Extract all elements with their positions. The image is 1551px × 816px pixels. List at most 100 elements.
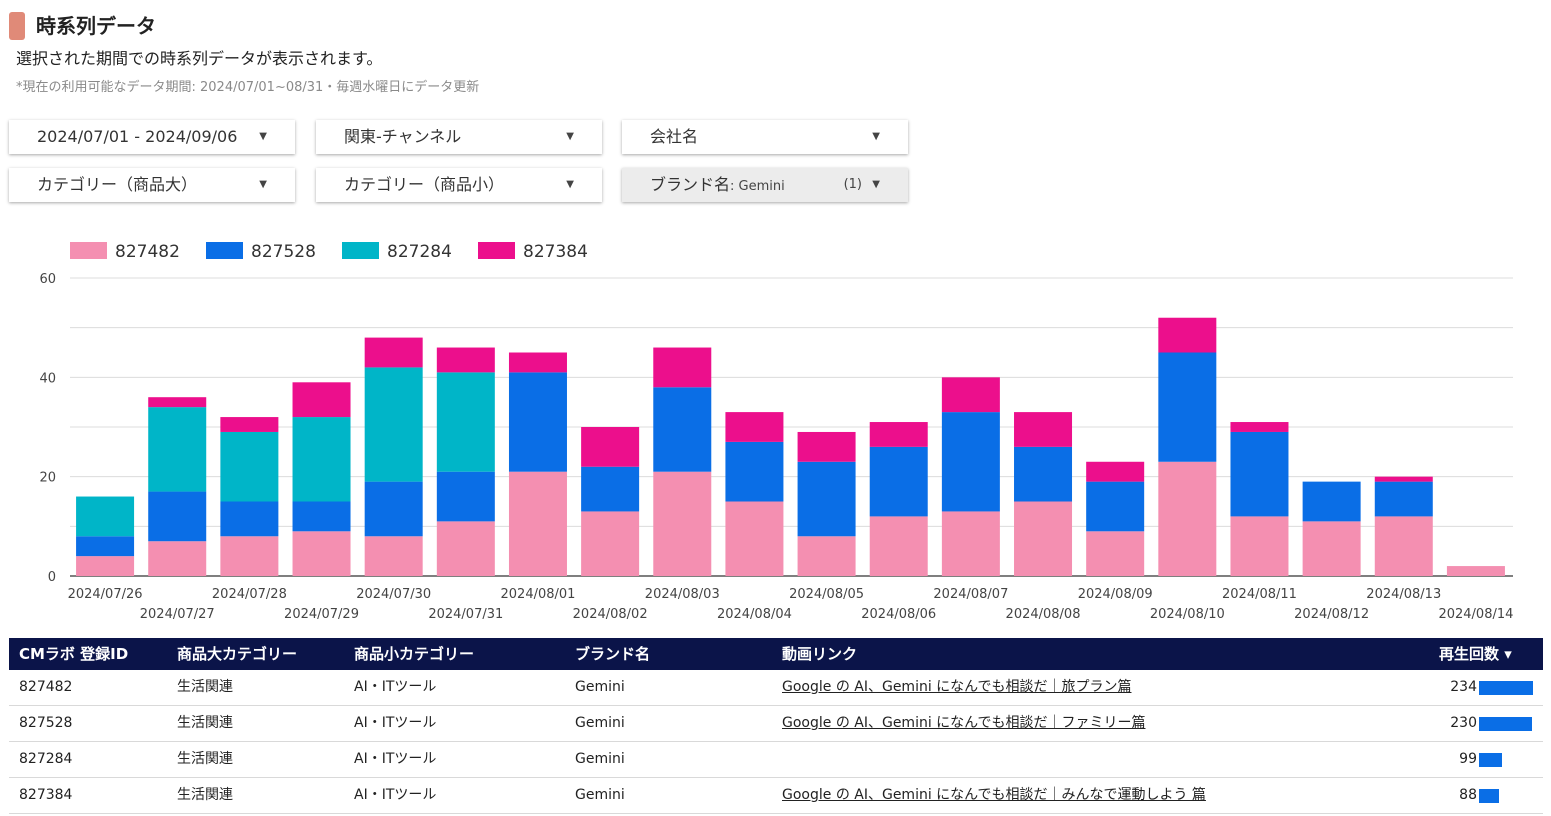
bar-827528-2024/08/07 bbox=[941, 412, 1000, 512]
legend-swatch-827528 bbox=[206, 242, 243, 259]
plays-bar bbox=[1479, 681, 1533, 695]
cell-plays: 88 bbox=[1459, 787, 1477, 803]
table-header: CMラボ 登録ID 商品大カテゴリー 商品小カテゴリー ブランド名 動画リンク … bbox=[9, 638, 1543, 670]
bar-827384-2024/08/01 bbox=[508, 352, 567, 373]
bar-827384-2024/08/08 bbox=[1014, 412, 1073, 447]
bar-827528-2024/08/10 bbox=[1158, 352, 1217, 462]
bar-827384-2024/08/13 bbox=[1374, 476, 1433, 482]
cell-cat-small: AI・ITツール bbox=[354, 787, 437, 803]
bar-827528-2024/08/02 bbox=[581, 466, 640, 512]
region-filter[interactable]: 関東-チャンネル ▼ bbox=[316, 120, 602, 154]
legend-label-827384: 827384 bbox=[523, 242, 588, 262]
page-subtitle: 選択された期間での時系列データが表示されます。 bbox=[16, 49, 383, 68]
x-tick-2024/08/10: 2024/08/10 bbox=[1150, 607, 1225, 622]
x-tick-2024/08/03: 2024/08/03 bbox=[645, 587, 720, 602]
bar-827482-2024/08/13 bbox=[1374, 516, 1433, 576]
bar-827482-2024/08/02 bbox=[581, 511, 640, 576]
bar-827528-2024/08/06 bbox=[869, 446, 928, 517]
bar-827384-2024/08/10 bbox=[1158, 317, 1217, 353]
bar-827284-2024/07/30 bbox=[364, 367, 423, 482]
bar-827482-2024/08/03 bbox=[653, 471, 712, 576]
legend-swatch-827482 bbox=[70, 242, 107, 259]
chevron-down-icon: ▼ bbox=[566, 131, 574, 142]
legend-label-827284: 827284 bbox=[387, 242, 452, 262]
region-label: 関東-チャンネル bbox=[344, 127, 462, 146]
x-tick-2024/07/27: 2024/07/27 bbox=[140, 607, 215, 622]
x-tick-2024/08/07: 2024/08/07 bbox=[933, 587, 1008, 602]
x-tick-2024/08/11: 2024/08/11 bbox=[1222, 587, 1297, 602]
col-header-id[interactable]: CMラボ 登録ID bbox=[19, 645, 129, 663]
y-tick-20: 20 bbox=[39, 471, 56, 486]
bar-827528-2024/07/31 bbox=[436, 471, 495, 522]
legend-label-827482: 827482 bbox=[115, 242, 180, 262]
bar-827528-2024/08/04 bbox=[725, 441, 784, 502]
bar-827384-2024/08/05 bbox=[797, 431, 856, 462]
stacked-bar-chart: 827482 827528 827284 827384 0 20 40 60 2024/07/2… bbox=[39, 242, 1513, 622]
bar-827482-2024/07/31 bbox=[436, 521, 495, 576]
data-period-note: *現在の利用可能なデータ期間: 2024/07/01~08/31・毎週水曜日にデ… bbox=[16, 80, 480, 95]
category-large-filter[interactable]: カテゴリー（商品大） ▼ bbox=[9, 168, 295, 202]
y-tick-0: 0 bbox=[48, 570, 56, 585]
brand-label: ブランド名 bbox=[650, 175, 731, 194]
bar-827528-2024/08/12 bbox=[1302, 481, 1361, 522]
bar-827528-2024/08/03 bbox=[653, 387, 712, 472]
bar-827528-2024/07/30 bbox=[364, 481, 423, 537]
col-header-brand[interactable]: ブランド名 bbox=[575, 645, 651, 663]
bar-827384-2024/07/27 bbox=[148, 397, 207, 408]
date-range-filter[interactable]: 2024/07/01 - 2024/09/06 ▼ bbox=[9, 120, 295, 154]
col-header-cat-large[interactable]: 商品大カテゴリー bbox=[177, 645, 298, 663]
bar-827384-2024/07/30 bbox=[364, 337, 423, 368]
y-tick-60: 60 bbox=[39, 272, 56, 287]
y-tick-40: 40 bbox=[39, 371, 56, 386]
brand-filter[interactable]: ブランド名: Gemini (1) ▼ bbox=[622, 168, 908, 202]
bar-827528-2024/07/29 bbox=[292, 501, 351, 532]
bar-827482-2024/08/06 bbox=[869, 516, 928, 576]
bar-827528-2024/08/05 bbox=[797, 461, 856, 537]
table-row: 827284 生活関連 AI・ITツール Gemini 99 bbox=[9, 742, 1543, 778]
bar-827384-2024/08/07 bbox=[941, 377, 1000, 413]
category-small-filter[interactable]: カテゴリー（商品小） ▼ bbox=[316, 168, 602, 202]
bar-827284-2024/07/28 bbox=[220, 431, 279, 502]
video-link[interactable]: Google の AI、Gemini になんでも相談だ｜ファミリー篇 bbox=[782, 715, 1146, 731]
company-filter[interactable]: 会社名 ▼ bbox=[622, 120, 908, 154]
x-tick-2024/08/05: 2024/08/05 bbox=[789, 587, 864, 602]
x-tick-2024/08/14: 2024/08/14 bbox=[1438, 607, 1513, 622]
bar-827528-2024/08/01 bbox=[508, 372, 567, 472]
table-row: 827528 生活関連 AI・ITツール Gemini Google の AI、Gemi… bbox=[9, 706, 1543, 742]
bar-827284-2024/07/27 bbox=[148, 407, 207, 492]
category-large-label: カテゴリー（商品大） bbox=[37, 175, 198, 194]
bar-827482-2024/08/07 bbox=[941, 511, 1000, 576]
col-header-plays[interactable]: 再生回数 ▾ bbox=[1439, 645, 1512, 663]
bar-827482-2024/07/26 bbox=[76, 556, 135, 576]
bar-827384-2024/08/03 bbox=[653, 347, 712, 388]
cell-plays: 234 bbox=[1450, 679, 1477, 695]
x-tick-2024/08/09: 2024/08/09 bbox=[1078, 587, 1153, 602]
x-tick-2024/08/01: 2024/08/01 bbox=[501, 587, 576, 602]
bar-827384-2024/08/11 bbox=[1230, 422, 1289, 432]
x-tick-2024/07/26: 2024/07/26 bbox=[68, 587, 143, 602]
chevron-down-icon: ▼ bbox=[259, 179, 267, 190]
x-tick-2024/07/28: 2024/07/28 bbox=[212, 587, 287, 602]
plays-bar bbox=[1479, 753, 1502, 767]
cell-cat-large: 生活関連 bbox=[177, 679, 233, 695]
bar-827528-2024/08/09 bbox=[1086, 481, 1145, 532]
x-tick-2024/08/06: 2024/08/06 bbox=[861, 607, 936, 622]
bar-827482-2024/08/10 bbox=[1158, 461, 1217, 576]
col-header-cat-small[interactable]: 商品小カテゴリー bbox=[354, 645, 475, 663]
chevron-down-icon: ▼ bbox=[259, 131, 267, 142]
cell-plays: 230 bbox=[1450, 715, 1477, 731]
chevron-down-icon: ▼ bbox=[872, 179, 880, 190]
video-link[interactable]: Google の AI、Gemini になんでも相談だ｜旅プラン篇 bbox=[782, 679, 1132, 695]
legend-swatch-827384 bbox=[478, 242, 515, 259]
bar-827482-2024/08/04 bbox=[725, 501, 784, 576]
cell-brand: Gemini bbox=[575, 679, 625, 695]
cell-brand: Gemini bbox=[575, 715, 625, 731]
bar-827482-2024/08/09 bbox=[1086, 531, 1145, 576]
legend-label-827528: 827528 bbox=[251, 242, 316, 262]
video-link[interactable]: Google の AI、Gemini になんでも相談だ｜みんなで運動しよう 篇 bbox=[782, 787, 1206, 803]
bar-827482-2024/08/01 bbox=[508, 471, 567, 576]
bar-827384-2024/07/28 bbox=[220, 417, 279, 432]
x-tick-2024/07/31: 2024/07/31 bbox=[428, 607, 503, 622]
col-header-link[interactable]: 動画リンク bbox=[782, 645, 858, 663]
bar-827482-2024/08/11 bbox=[1230, 516, 1289, 576]
